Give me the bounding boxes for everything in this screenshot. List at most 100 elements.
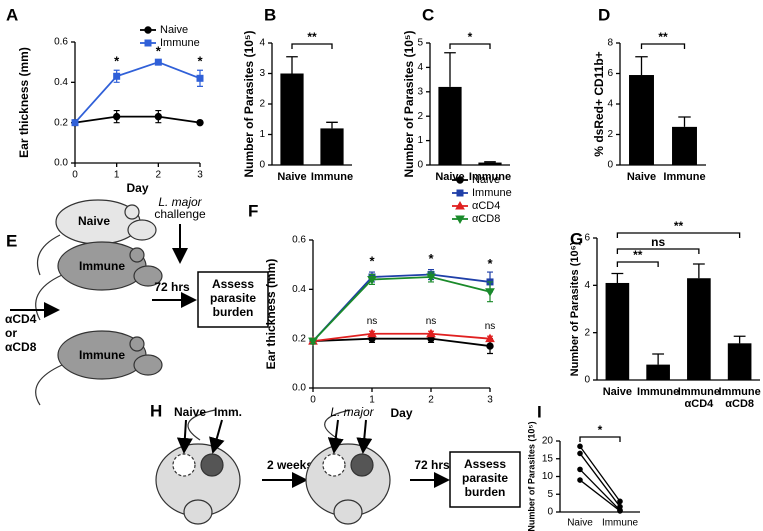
y-tick-label: 20 bbox=[542, 436, 554, 447]
y-axis-label: Number of Parasites (10⁵) bbox=[402, 30, 416, 177]
significance-label: * bbox=[468, 30, 473, 44]
y-axis-label: Ear thickness (mm) bbox=[17, 47, 31, 158]
y-tick-label: 6 bbox=[584, 233, 590, 244]
panel-letter: G bbox=[570, 229, 583, 248]
series-line bbox=[74, 61, 201, 124]
pair-line bbox=[579, 445, 621, 502]
mouse-naive bbox=[36, 199, 157, 276]
series-line bbox=[74, 115, 201, 124]
box bbox=[449, 451, 521, 508]
annotation: ns bbox=[485, 321, 496, 332]
x-tick-label: Immune bbox=[311, 171, 353, 183]
marker bbox=[71, 119, 79, 127]
marker bbox=[486, 342, 494, 350]
y-tick-label: 0 bbox=[584, 375, 590, 386]
pair-line bbox=[579, 453, 621, 508]
marker bbox=[456, 189, 464, 197]
label: Assess bbox=[464, 457, 506, 471]
x-tick-label: Immune bbox=[637, 386, 679, 398]
panel-letter: F bbox=[248, 201, 258, 220]
marker bbox=[485, 333, 495, 343]
y-tick-label: 1 bbox=[417, 135, 423, 146]
marker bbox=[154, 112, 163, 121]
marker bbox=[196, 74, 204, 82]
x-tick-label: 0 bbox=[72, 170, 78, 181]
label: αCD8 bbox=[5, 340, 37, 354]
y-tick-label: 0.4 bbox=[54, 77, 68, 88]
x-tick-label: 2 bbox=[428, 395, 434, 406]
diagram-h: H Naive Imm. 2 weeks L. major 72 hrs Ass… bbox=[150, 401, 521, 525]
y-tick-label: 2 bbox=[584, 327, 590, 338]
bar bbox=[646, 364, 670, 380]
legend-label: Naive bbox=[160, 24, 188, 36]
label: 2 weeks bbox=[267, 458, 313, 472]
label: Naive bbox=[174, 405, 206, 419]
y-tick-label: 6 bbox=[607, 68, 613, 79]
mouse-top bbox=[305, 409, 391, 525]
x-tick-label: αCD8 bbox=[725, 398, 754, 410]
y-tick-label: 0.4 bbox=[292, 284, 306, 295]
x-tick-label: 3 bbox=[487, 395, 493, 406]
y-tick-label: 2 bbox=[259, 99, 265, 110]
y-tick-label: 4 bbox=[584, 280, 590, 291]
y-tick-label: 0 bbox=[259, 160, 265, 171]
legend-label: αCD8 bbox=[472, 213, 500, 225]
panel-letter: C bbox=[422, 5, 434, 24]
marker bbox=[426, 328, 436, 338]
legend-label: Naive bbox=[472, 174, 500, 186]
significance-bracket bbox=[616, 261, 659, 267]
y-tick-label: 5 bbox=[417, 38, 423, 49]
y-tick-label: 3 bbox=[259, 68, 265, 79]
y-tick-label: 0 bbox=[607, 160, 613, 171]
error-bar bbox=[611, 272, 624, 283]
y-axis-label: % dsRed+ CD11b+ bbox=[592, 51, 606, 156]
y-tick-label: 0.2 bbox=[292, 333, 306, 344]
annotation: ns bbox=[426, 316, 437, 327]
x-tick-label: Immune bbox=[469, 171, 511, 183]
annotation: ns bbox=[367, 316, 378, 327]
y-tick-label: 0.0 bbox=[292, 383, 306, 394]
error-bar bbox=[484, 161, 496, 163]
marker bbox=[485, 288, 495, 297]
panel-letter: A bbox=[6, 5, 18, 24]
label: burden bbox=[213, 305, 254, 319]
y-tick-label: 0.0 bbox=[54, 158, 68, 169]
label: L. major bbox=[158, 195, 202, 209]
arrow bbox=[356, 419, 373, 454]
point bbox=[577, 443, 583, 450]
significance-bracket bbox=[449, 43, 491, 49]
y-tick-label: 2 bbox=[607, 129, 613, 140]
arrow bbox=[209, 419, 225, 454]
x-axis-label: Day bbox=[390, 406, 412, 420]
x-tick-label: 2 bbox=[156, 170, 162, 181]
y-tick-label: 4 bbox=[417, 62, 423, 73]
error-bar bbox=[678, 116, 691, 127]
significance-label: ** bbox=[633, 248, 643, 262]
legend-label: Immune bbox=[472, 187, 512, 199]
marker bbox=[113, 72, 121, 80]
label: 72 hrs bbox=[154, 280, 190, 294]
marker bbox=[144, 26, 152, 34]
marker bbox=[196, 118, 204, 127]
y-axis-label: Number of Parasites (10⁵) bbox=[242, 30, 256, 177]
bar bbox=[280, 73, 304, 165]
error-bar bbox=[692, 263, 705, 279]
bar bbox=[320, 128, 344, 165]
marker bbox=[144, 39, 152, 47]
significance-bracket bbox=[291, 43, 333, 49]
y-tick-label: 0.6 bbox=[292, 235, 306, 246]
mouse-immune bbox=[35, 330, 163, 406]
bar bbox=[727, 343, 752, 380]
diagram-e: E Naive Immune Immune L. major challenge… bbox=[5, 195, 269, 406]
panel-letter: D bbox=[598, 5, 610, 24]
x-tick-label: 1 bbox=[114, 170, 120, 181]
point bbox=[617, 498, 623, 505]
error-bar bbox=[286, 56, 298, 74]
x-tick-label: Immune bbox=[678, 386, 720, 398]
series-line bbox=[312, 337, 491, 347]
marker bbox=[112, 112, 121, 121]
label: Assess bbox=[212, 277, 254, 291]
x-tick-label: Naive bbox=[603, 386, 632, 398]
bar bbox=[629, 75, 654, 165]
